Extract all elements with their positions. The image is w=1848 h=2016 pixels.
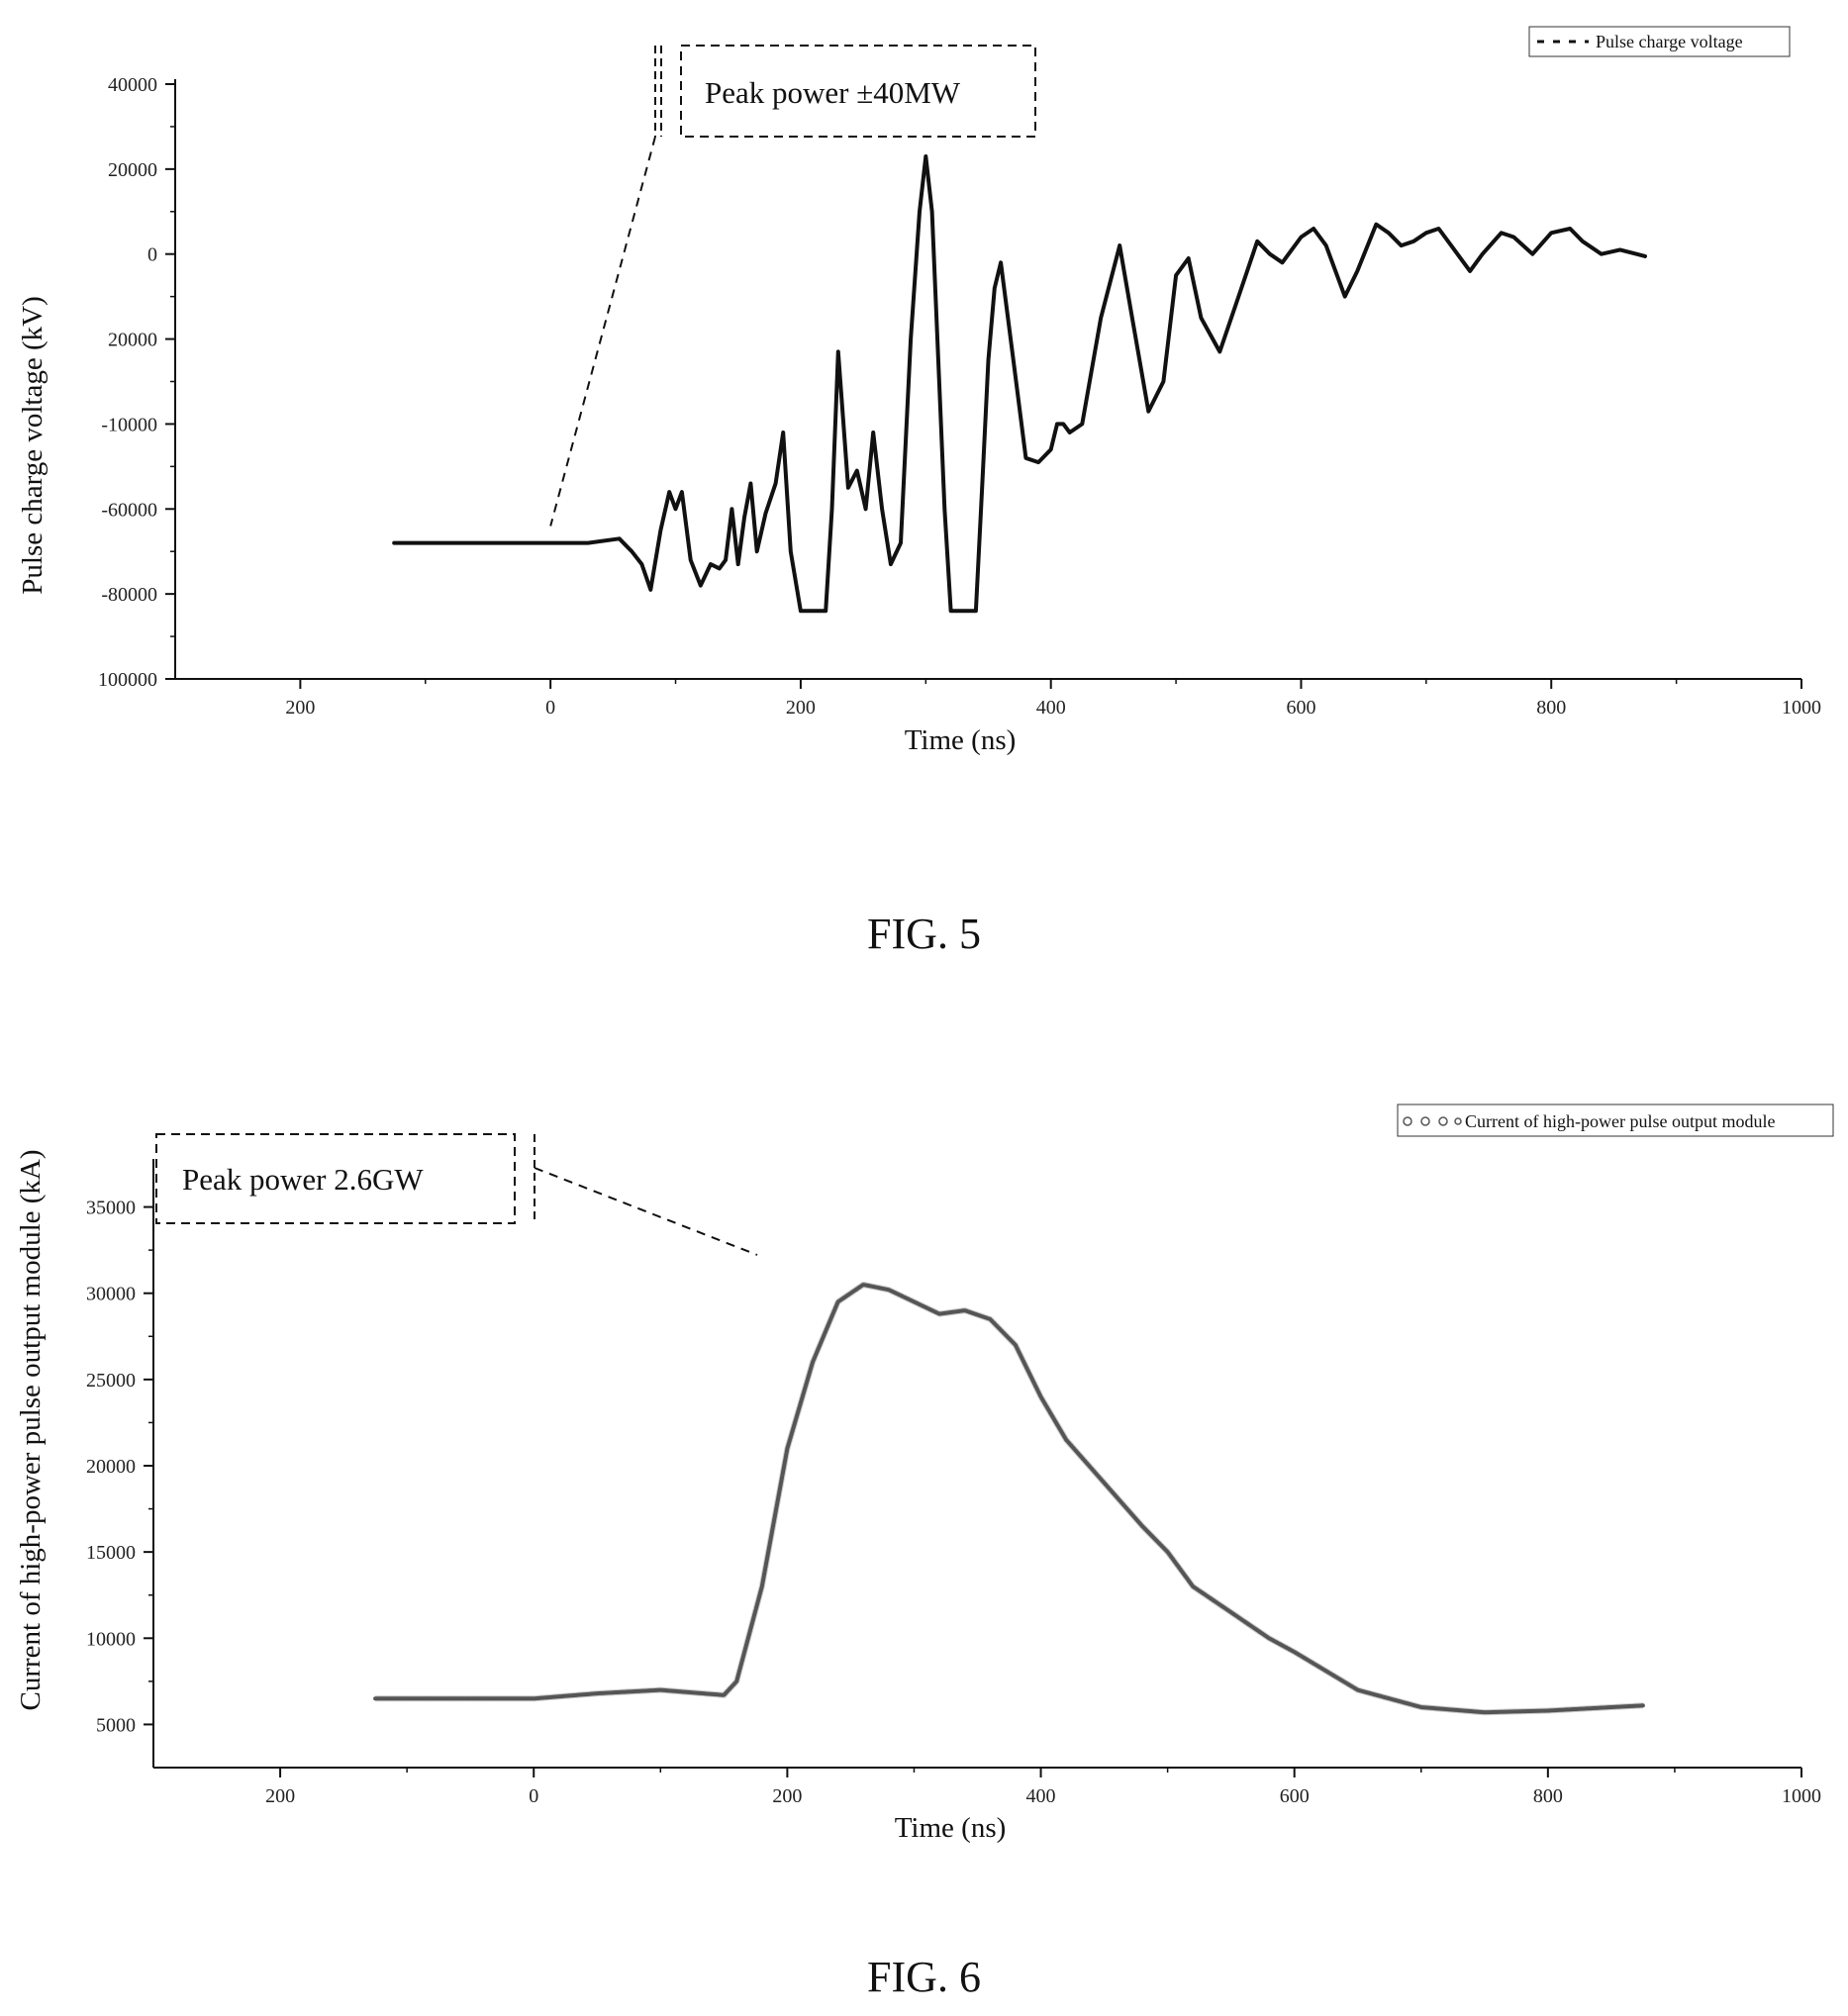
- fig5-legend: Pulse charge voltage: [1528, 26, 1791, 57]
- fig5-x-tick-label: 200: [786, 697, 816, 719]
- fig6-y-tick-label: 30000: [86, 1284, 136, 1305]
- fig6-y-tick-label: 5000: [96, 1714, 136, 1736]
- fig5-y-tick-label: 100000: [98, 669, 157, 691]
- fig6-y-tick-label: 35000: [86, 1198, 136, 1219]
- fig5-annotation-text: Peak power ±40MW: [705, 75, 961, 110]
- fig5-x-tick-label: 600: [1286, 697, 1315, 719]
- fig5-series-line: [392, 154, 1647, 614]
- fig6-x-tick-label: 600: [1280, 1785, 1310, 1807]
- fig5-annotation-leader: [549, 136, 656, 527]
- fig5-y-tick-label: 40000: [108, 74, 157, 96]
- fig6-series-line: [373, 1283, 1645, 1715]
- fig6-x-tick-label: 200: [772, 1785, 802, 1807]
- fig5-x-tick-label: 1000: [1782, 697, 1821, 719]
- fig5-annotation: Peak power ±40MW: [549, 45, 1036, 527]
- fig6-annotation: Peak power 2.6GW: [155, 1133, 758, 1256]
- fig5-x-tick-label: 400: [1036, 697, 1066, 719]
- fig5-y-tick-label: 20000: [108, 330, 157, 351]
- fig6-caption: FIG. 6: [867, 1953, 981, 2001]
- fig5-y-tick-label: 0: [147, 244, 157, 266]
- fig6-x-tick-label: 0: [529, 1785, 538, 1807]
- fig5-x-tick-label: 800: [1536, 697, 1566, 719]
- fig6-legend-label: Current of high-power pulse output modul…: [1465, 1111, 1775, 1131]
- fig5-y-tick-label: 20000: [108, 159, 157, 181]
- fig6-series-markers: [375, 1282, 1644, 1716]
- fig6-y-tick-label: 25000: [86, 1370, 136, 1392]
- fig5-y-tick-label: -60000: [101, 499, 157, 521]
- fig6-y-axis-label: Current of high-power pulse output modul…: [15, 1149, 47, 1710]
- fig6-y-tick-label: 15000: [86, 1542, 136, 1564]
- fig5-y-axis-label: Pulse charge voltage (kV): [17, 296, 49, 594]
- fig6-legend: Current of high-power pulse output modul…: [1397, 1104, 1834, 1137]
- fig6-x-tick-label: 1000: [1782, 1785, 1821, 1807]
- fig6-x-axis-label: Time (ns): [895, 1812, 1007, 1844]
- fig5-x-axis-label: Time (ns): [905, 724, 1017, 756]
- fig6-x-tick-label: 200: [265, 1785, 295, 1807]
- fig5-x-tick-label: 0: [545, 697, 555, 719]
- fig6-legend-swatch: [1403, 1116, 1462, 1126]
- fig5-y-tick-label: -10000: [101, 414, 157, 435]
- fig5-legend-label: Pulse charge voltage: [1596, 32, 1743, 51]
- fig5-caption: FIG. 5: [867, 910, 981, 958]
- fig5-y-tick-label: -80000: [101, 584, 157, 606]
- fig6-annotation-text: Peak power 2.6GW: [182, 1162, 424, 1197]
- fig5-chart: 200 0 200 400 600 800 1000 40000 20000 0 20000 -100…: [17, 26, 1821, 756]
- fig6-annotation-leader: [534, 1167, 758, 1256]
- fig5-x-tick-label: 200: [285, 697, 315, 719]
- fig6-y-tick-label: 10000: [86, 1628, 136, 1650]
- fig6-x-tick-label: 400: [1026, 1785, 1056, 1807]
- fig6-y-tick-label: 20000: [86, 1456, 136, 1478]
- fig6-x-tick-label: 800: [1533, 1785, 1563, 1807]
